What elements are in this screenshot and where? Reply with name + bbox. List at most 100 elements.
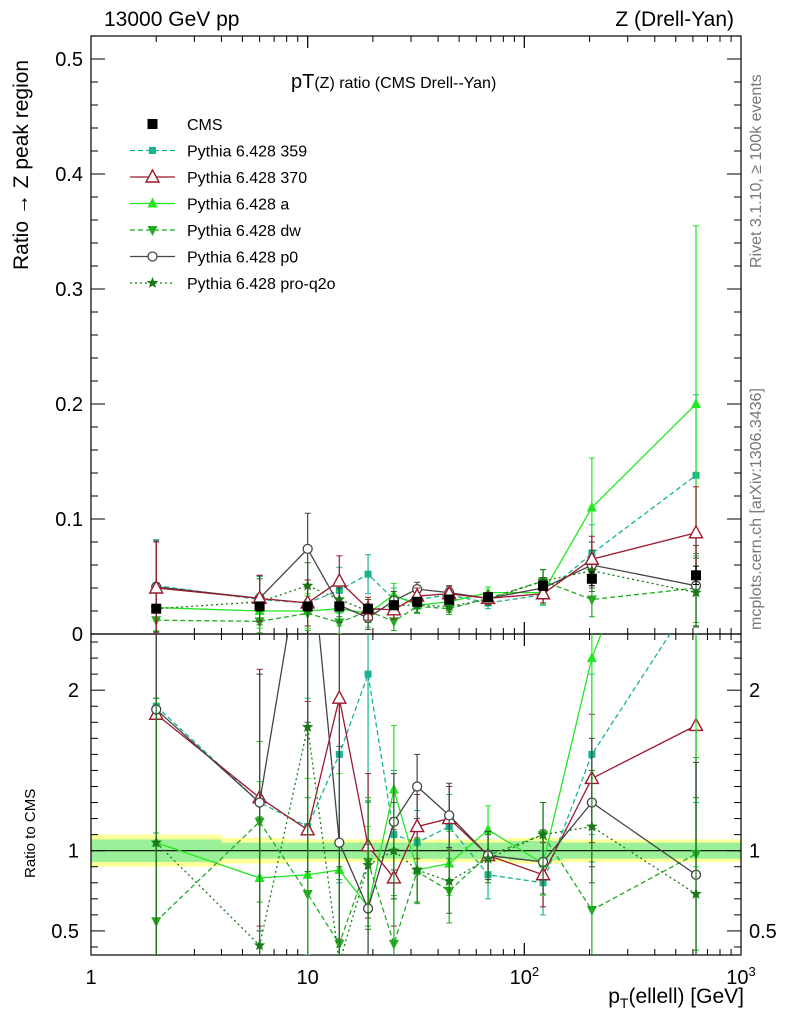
data-point — [412, 596, 423, 607]
data-point — [535, 585, 551, 600]
series-line — [155, 634, 697, 911]
data-point — [443, 875, 455, 887]
ratio-y-tick-label: 0.5 — [51, 921, 79, 943]
data-point — [334, 601, 345, 612]
main-series-pdw — [151, 553, 702, 634]
data-point — [150, 836, 162, 848]
legend-label: Pythia 6.428 dw — [187, 223, 301, 240]
legend-marker — [147, 119, 158, 129]
y-tick-label: 0.3 — [55, 279, 83, 301]
ratio-series-pp0 — [151, 634, 702, 955]
data-point — [584, 550, 600, 565]
main-series-cms — [151, 565, 702, 614]
data-point — [690, 586, 702, 598]
legend-marker — [146, 277, 159, 288]
ratio-series-p359 — [152, 634, 700, 955]
legend-marker — [147, 226, 158, 236]
x-axis-title-p: p — [608, 985, 620, 1008]
data-point — [253, 939, 266, 951]
series-line — [156, 580, 697, 624]
legend-label: Pythia 6.428 370 — [187, 170, 307, 187]
data-point — [364, 670, 372, 678]
series-line — [156, 403, 697, 614]
y-axis-title-ratio: Ratio to CMS — [22, 788, 39, 878]
series-line — [155, 726, 697, 955]
legend-marker — [149, 147, 156, 154]
series-line — [156, 547, 697, 619]
data-point — [302, 890, 313, 901]
data-point — [444, 810, 455, 821]
y-tick-label: 0.2 — [55, 394, 83, 416]
data-point — [151, 603, 162, 614]
series-line — [155, 820, 697, 946]
ratio-series-p370 — [148, 634, 704, 955]
data-point — [254, 797, 265, 808]
legend-marker — [147, 197, 158, 208]
main-series-p370 — [148, 486, 704, 634]
data-point — [302, 601, 313, 612]
y-tick-label: 0.5 — [55, 49, 83, 71]
main-series-pq2o — [150, 549, 702, 633]
rivet-version-label: Rivet 3.1.10, ≥ 100k events — [748, 74, 765, 268]
main-series-pp0 — [151, 512, 702, 634]
legend-label: Pythia 6.428 a — [187, 197, 289, 214]
data-point — [444, 594, 455, 605]
ratio-y-tick-label: 1 — [68, 841, 79, 863]
legend-label: Pythia 6.428 pro-q2o — [187, 276, 336, 293]
ratio-series-pdw — [151, 741, 702, 955]
data-point — [302, 543, 313, 555]
plot-title: pT(Z) ratio (CMS Drell--Yan) — [291, 71, 496, 94]
data-point — [411, 781, 423, 792]
series-line — [156, 474, 697, 604]
data-point — [537, 575, 549, 586]
series-line — [156, 570, 697, 612]
ratio-y-tick-label-right: 0.5 — [749, 921, 777, 943]
ratio-series-pq2o — [150, 634, 702, 955]
data-point — [586, 573, 597, 584]
legend-label: Pythia 6.428 p0 — [187, 250, 298, 267]
legend-label: CMS — [187, 117, 223, 134]
data-point — [409, 818, 425, 833]
data-point — [586, 501, 597, 512]
x-axis-title-rest: (ellell) [GeV] — [628, 985, 744, 1008]
data-point — [537, 828, 549, 840]
y-tick-label: 0.4 — [55, 164, 83, 186]
x-tick-label: 10 — [297, 967, 319, 989]
ratio-y-tick-label-right: 2 — [749, 680, 760, 702]
data-point — [331, 689, 348, 704]
legend-marker — [147, 251, 158, 262]
data-point — [482, 852, 494, 864]
ratio-y-tick-label: 2 — [68, 680, 79, 702]
data-point — [388, 600, 399, 611]
data-point — [362, 859, 374, 870]
legend: CMS Pythia 6.428 359 Pythia 6.428 370 Pythi… — [130, 117, 336, 293]
data-point — [586, 820, 598, 832]
data-point — [334, 837, 345, 848]
data-point — [411, 863, 423, 875]
x-axis-title: pT(ellell) [GeV] — [608, 985, 744, 1011]
data-point — [301, 721, 314, 732]
data-point — [388, 939, 399, 950]
data-point — [388, 617, 399, 628]
legend-label: Pythia 6.428 359 — [187, 144, 307, 161]
energy-label: 13000 GeV pp — [104, 8, 240, 31]
data-point — [363, 603, 374, 614]
data-point — [586, 595, 597, 606]
data-point — [586, 906, 597, 917]
ratio-frame — [90, 633, 742, 956]
x-tick-label: 1 — [85, 967, 96, 989]
data-point — [538, 580, 549, 591]
data-point — [586, 652, 597, 663]
data-point — [483, 592, 494, 603]
source-label: mcplots.cern.ch [arXiv:1306.3436] — [748, 388, 765, 630]
plot-title-rest: (Z) ratio (CMS Drell--Yan) — [314, 75, 497, 92]
plot-title-main: pT — [291, 71, 315, 93]
y-tick-label: 0 — [72, 624, 83, 646]
y-tick-label: 0.1 — [55, 509, 83, 531]
data-point — [691, 570, 702, 581]
x-tick-label: 102 — [510, 964, 539, 989]
data-point — [254, 601, 265, 612]
legend-marker — [144, 168, 161, 183]
x-tick-label-exponent: 3 — [749, 964, 756, 979]
